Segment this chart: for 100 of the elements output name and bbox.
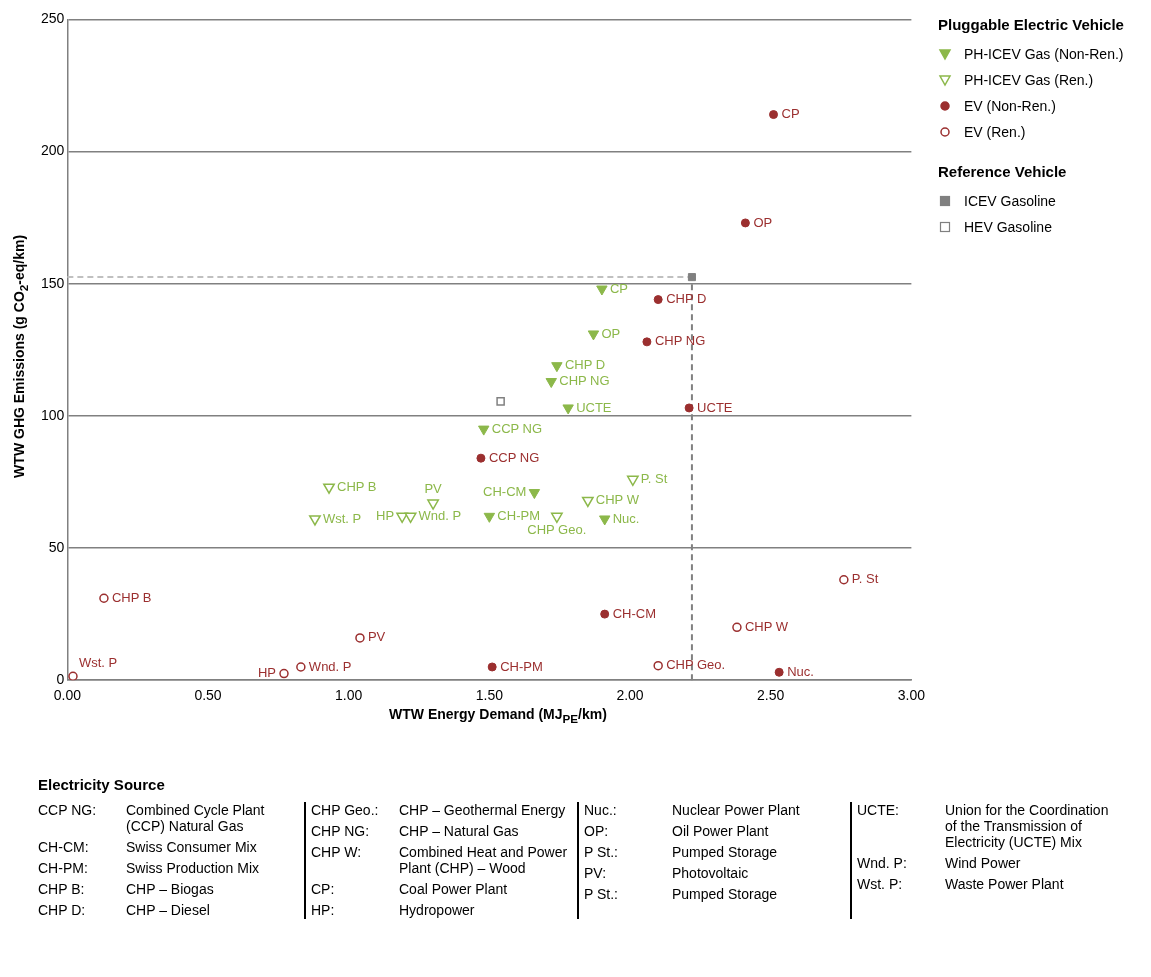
y-tick-label: 200	[41, 142, 65, 159]
text: CHP Geo.: CHP – Geothermal Energy	[311, 802, 566, 818]
point	[279, 668, 289, 679]
point	[740, 218, 750, 228]
text: CHP NG: CHP – Natural Gas	[311, 823, 519, 840]
annotation: Wnd. P	[308, 658, 352, 674]
annotation: PV	[367, 629, 386, 645]
point	[600, 609, 610, 619]
annotation: CP	[609, 280, 628, 296]
text: CH-PM: Swiss Production Mix	[38, 860, 260, 877]
legend-label: ICEV Gasoline	[964, 193, 1056, 209]
annotation: Wst. P	[322, 510, 362, 526]
annotation: Nuc.	[612, 510, 640, 526]
text: CHP B: CHP – Biogas	[38, 881, 214, 898]
text: HP: Hydropower	[311, 902, 475, 919]
point	[355, 633, 365, 643]
point	[296, 662, 306, 672]
x-tick-label: 0.50	[194, 687, 222, 704]
point	[476, 453, 486, 463]
legend-label: EV (Non-Ren.)	[964, 98, 1056, 114]
y-tick-label: 150	[41, 274, 65, 291]
text: CP: Coal Power Plant	[311, 881, 508, 898]
annotation: Nuc.	[787, 663, 814, 679]
point	[687, 273, 696, 282]
point	[596, 285, 608, 296]
annotation: CHP D	[666, 291, 707, 307]
annotation: CHP B	[111, 589, 152, 605]
annotation: CCP NG	[491, 420, 543, 436]
point	[774, 667, 784, 677]
x-axis-title: WTW Energy Demand (MJ$_{PE}$/km)	[388, 706, 608, 725]
point	[528, 489, 541, 500]
point	[487, 662, 497, 672]
text: Reference Vehicle	[938, 163, 1068, 180]
point	[551, 362, 563, 373]
text: Wnd. P: Wind Power	[857, 855, 1021, 872]
annotation: UCTE	[576, 399, 612, 415]
point	[732, 622, 742, 633]
point	[496, 397, 505, 406]
annotation: CHP Geo.	[666, 657, 726, 673]
y-tick-label: 100	[41, 406, 65, 423]
point	[769, 110, 779, 120]
annotation: CH-PM	[500, 658, 543, 674]
annotation: OP	[753, 214, 773, 230]
annotation: OP	[601, 325, 621, 341]
point	[478, 425, 490, 436]
annotation: UCTE	[697, 399, 733, 415]
annotation: CCP NG	[488, 449, 540, 465]
x-tick-label: 0.00	[53, 687, 82, 704]
point	[684, 403, 694, 413]
text: OP: Oil Power Plant	[584, 823, 769, 840]
annotation: P. St	[851, 571, 879, 587]
point	[308, 515, 321, 526]
legend-title: Pluggable Electric Vehicle	[938, 16, 1125, 33]
point	[581, 496, 594, 508]
annotation: CHP NG	[559, 373, 610, 389]
point	[404, 512, 417, 524]
annotation: CHP W	[595, 492, 640, 508]
annotation: CP	[781, 106, 800, 122]
text: Electricity Source	[38, 776, 165, 793]
annotation: CHP D	[564, 357, 606, 373]
annotation: CH-PM	[497, 507, 540, 523]
point	[839, 575, 849, 585]
annotation: CHP NG	[654, 333, 706, 349]
legend-label: PH-ICEV Gas (Non-Ren.)	[964, 46, 1124, 62]
text: P St.: Pumped Storage	[584, 844, 778, 861]
x-tick-label: 3.00	[897, 687, 926, 704]
annotation: Wst. P	[78, 654, 118, 670]
point	[562, 404, 574, 415]
annotation: PV	[424, 480, 443, 496]
text: Nuc.: Nuclear Power Plant	[584, 802, 800, 818]
point	[545, 378, 557, 389]
text: PV: Photovoltaic	[584, 865, 749, 882]
y-tick-label: 50	[48, 538, 65, 555]
point	[427, 499, 440, 510]
legend-label: HEV Gasoline	[964, 219, 1052, 235]
annotation: P. St	[640, 470, 668, 486]
point	[599, 515, 611, 526]
text: UCTE: Union for the Coordination of the Transmission of Electricity (UCTE) Mix	[857, 802, 1109, 851]
point	[653, 660, 663, 671]
point	[483, 512, 496, 523]
point	[642, 337, 652, 347]
point	[550, 512, 563, 524]
legend-label: PH-ICEV Gas (Ren.)	[964, 72, 1094, 88]
x-tick-label: 1.00	[335, 687, 363, 704]
point	[99, 593, 109, 604]
text: CH-CM: Swiss Consumer Mix	[38, 839, 257, 856]
annotation: CHP W	[744, 618, 789, 634]
x-tick-label: 1.50	[475, 687, 504, 704]
annotation: CHP B	[337, 478, 377, 494]
text: CHP D: CHP – Diesel	[38, 902, 210, 919]
point	[653, 295, 663, 305]
text: CCP NG: Combined Cycle Plant (CCP) Natural Gas	[38, 802, 265, 835]
x-tick-label: 2.00	[616, 687, 644, 704]
point	[323, 483, 335, 494]
annotation: CH-CM	[612, 605, 657, 621]
text: P St.: Pumped Storage	[584, 886, 778, 903]
point	[626, 475, 639, 487]
annotation: CH-CM	[483, 484, 527, 500]
annotation: HP	[257, 665, 276, 681]
legend-label: EV (Ren.)	[964, 124, 1026, 140]
